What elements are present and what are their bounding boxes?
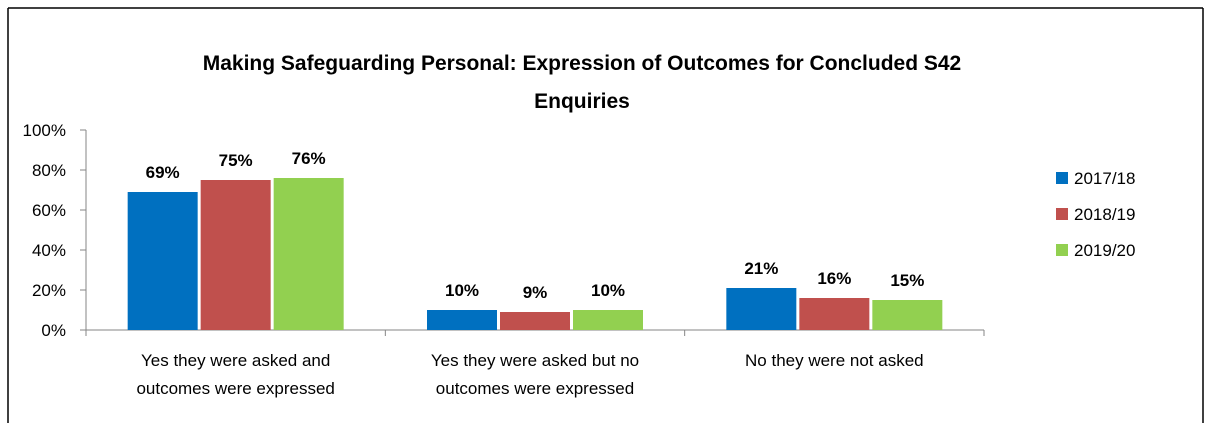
data-label: 9% — [523, 283, 548, 302]
category-label: No they were not asked — [745, 351, 924, 370]
x-axis-ticks — [85, 330, 985, 336]
data-label: 21% — [744, 259, 778, 278]
legend: 2017/18 2018/19 2019/20 — [1056, 169, 1135, 260]
y-tick-label: 80% — [32, 161, 66, 180]
bar-2018-19-cat-0 — [200, 180, 271, 330]
bar-2017-18-cat-2 — [726, 288, 797, 330]
chart-title-line-2: Enquiries — [534, 90, 630, 113]
bar-2019-20-cat-2 — [872, 300, 943, 330]
chart-title-line-1: Making Safeguarding Personal: Expression… — [203, 52, 961, 75]
y-tick-label: 100% — [23, 121, 66, 140]
bar-2017-18-cat-0 — [127, 192, 198, 330]
data-label: 76% — [292, 149, 326, 168]
legend-label: 2019/20 — [1074, 241, 1135, 260]
data-label: 16% — [817, 269, 851, 288]
data-labels-group: 69% 75% 76% 10% 9% 10% 21% 16% 15% — [146, 149, 925, 302]
category-label: outcomes were expressed — [436, 379, 634, 398]
legend-label: 2017/18 — [1074, 169, 1135, 188]
legend-label: 2018/19 — [1074, 205, 1135, 224]
data-label: 69% — [146, 163, 180, 182]
legend-swatch-2019-20 — [1056, 244, 1068, 256]
data-label: 10% — [591, 281, 625, 300]
y-tick-label: 60% — [32, 201, 66, 220]
bar-2018-19-cat-1 — [500, 312, 570, 330]
data-label: 15% — [890, 271, 924, 290]
category-label: Yes they were asked but no — [431, 351, 639, 370]
bar-2019-20-cat-0 — [273, 178, 344, 330]
category-labels-group: Yes they were asked and outcomes were exp… — [136, 351, 923, 398]
bar-2018-19-cat-2 — [799, 298, 870, 330]
bars-group — [127, 178, 943, 330]
data-label: 10% — [445, 281, 479, 300]
category-label: outcomes were expressed — [136, 379, 334, 398]
bar-2019-20-cat-1 — [573, 310, 643, 330]
y-tick-label: 40% — [32, 241, 66, 260]
y-tick-label: 20% — [32, 281, 66, 300]
y-axis-ticks: 0% 20% 40% 60% 80% 100% — [23, 121, 86, 340]
y-tick-label: 0% — [41, 321, 66, 340]
legend-swatch-2017-18 — [1056, 172, 1068, 184]
data-label: 75% — [219, 151, 253, 170]
legend-swatch-2018-19 — [1056, 208, 1068, 220]
category-label: Yes they were asked and — [141, 351, 330, 370]
bar-2017-18-cat-1 — [427, 310, 497, 330]
